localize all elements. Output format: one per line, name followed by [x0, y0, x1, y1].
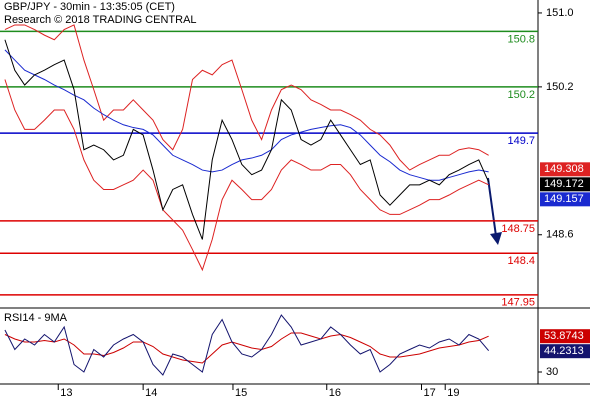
level-label: 147.95 — [501, 297, 535, 309]
last-value-box — [540, 329, 590, 344]
series-line — [4, 332, 489, 364]
x-tick-label: 15 — [235, 387, 247, 399]
last-value-label: 44.2313 — [544, 345, 584, 357]
last-value-box — [540, 344, 590, 359]
y-tick-label: 148.6 — [546, 229, 574, 241]
last-value-box — [540, 177, 590, 192]
last-value-label: 149.308 — [544, 163, 584, 175]
x-tick-label: 16 — [329, 387, 341, 399]
series-line — [4, 314, 490, 376]
chart-title: GBP/JPY - 30min - 13:35:05 (CET) — [4, 1, 175, 13]
rsi-title: RSI14 - 9MA — [4, 312, 68, 324]
last-value-box — [540, 192, 590, 207]
last-value-label: 149.172 — [544, 178, 584, 190]
level-label: 150.2 — [507, 89, 535, 101]
level-label: 148.75 — [501, 223, 535, 235]
level-label: 149.7 — [507, 135, 535, 147]
last-value-box — [540, 162, 590, 177]
series-line — [4, 49, 489, 181]
last-value-label: 149.157 — [544, 193, 584, 205]
y-tick-label: 150.2 — [546, 81, 574, 93]
chart-subtitle: Research © 2018 TRADING CENTRAL — [4, 14, 197, 26]
y-tick-label: 30 — [546, 366, 558, 378]
x-tick-label: 19 — [447, 387, 459, 399]
series-line — [4, 79, 489, 272]
series-line — [4, 24, 489, 171]
forecast-arrow — [487, 177, 502, 245]
x-tick-label: 17 — [424, 387, 436, 399]
x-tick-label: 14 — [145, 387, 157, 399]
level-label: 150.8 — [507, 33, 535, 45]
series-line — [4, 39, 490, 240]
y-tick-label: 151.0 — [546, 7, 574, 19]
last-value-label: 53.8743 — [544, 330, 584, 342]
x-tick-label: 13 — [60, 387, 72, 399]
level-label: 148.4 — [507, 255, 535, 267]
